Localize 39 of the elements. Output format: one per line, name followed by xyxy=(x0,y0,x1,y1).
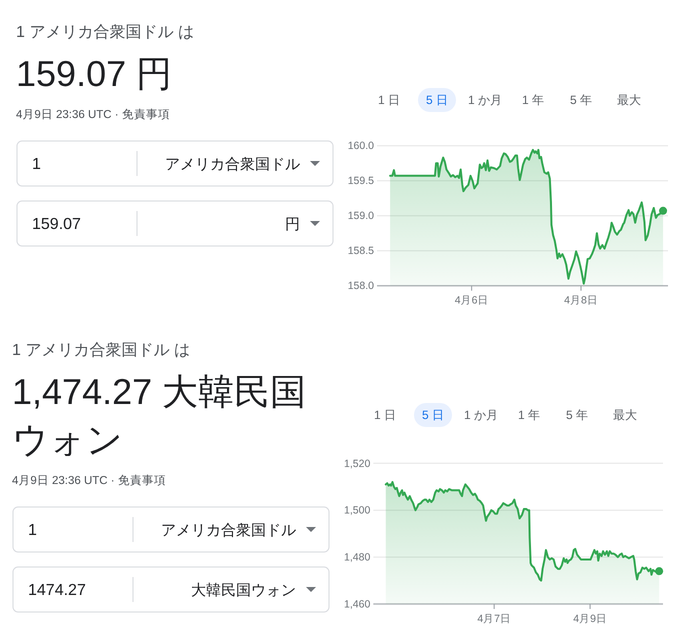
input-value: 1 xyxy=(32,156,41,173)
input-value: 1474.27 xyxy=(28,582,86,599)
input-value: 1 xyxy=(28,522,37,539)
tab-label: 5 年 xyxy=(570,93,592,107)
tab-label: 5 日 xyxy=(426,93,448,107)
y-tick-label: 159.5 xyxy=(348,175,374,188)
y-tick-label: 158.5 xyxy=(348,245,374,258)
tab-label: 1 か月 xyxy=(468,93,502,107)
tab-label: 1 年 xyxy=(522,93,544,107)
y-tick-label: 160.0 xyxy=(348,140,374,152)
tab-label: 最大 xyxy=(617,93,641,107)
dropdown-value: 円 xyxy=(285,216,300,233)
dropdown-value: アメリカ合衆国ドル xyxy=(161,522,296,539)
y-tick-label: 159.0 xyxy=(348,210,374,222)
x-tick-label: 4月7日 xyxy=(477,613,512,625)
y-tick-label: 1,500 xyxy=(344,504,370,517)
tab-label: 5 日 xyxy=(422,408,444,422)
tab-label: 1 日 xyxy=(378,93,400,107)
title: 159.07 円 xyxy=(16,53,172,94)
tab-label: 1 年 xyxy=(518,408,540,422)
x-tick-label: 4月6日 xyxy=(454,294,488,307)
x-tick-label: 4月8日 xyxy=(564,294,598,307)
y-tick-label: 1,480 xyxy=(344,552,370,564)
tab-label: 5 年 xyxy=(566,408,588,422)
tab-label: 1 か月 xyxy=(464,408,498,422)
dropdown-value: アメリカ合衆国ドル xyxy=(165,156,300,173)
input-value: 159.07 xyxy=(32,216,81,233)
title: 1,474.27 大韓民国ウォン xyxy=(12,371,306,460)
subtitle: 1 アメリカ合衆国ドル は xyxy=(12,342,190,359)
subtitle: 1 アメリカ合衆国ドル は xyxy=(16,24,194,41)
tab-label: 1 日 xyxy=(374,408,396,422)
dropdown-value: 大韓民国ウォン xyxy=(191,582,296,599)
annotation: 4月9日 23:36 UTC · 免責事項 xyxy=(16,109,170,121)
annotation: 4月9日 23:36 UTC · 免責事項 xyxy=(12,475,166,487)
tab-label: 最大 xyxy=(613,408,637,422)
y-tick-label: 158.0 xyxy=(348,280,374,292)
x-tick-label: 4月9日 xyxy=(573,613,607,625)
y-tick-label: 1,460 xyxy=(344,598,370,610)
y-tick-label: 1,520 xyxy=(344,458,370,470)
